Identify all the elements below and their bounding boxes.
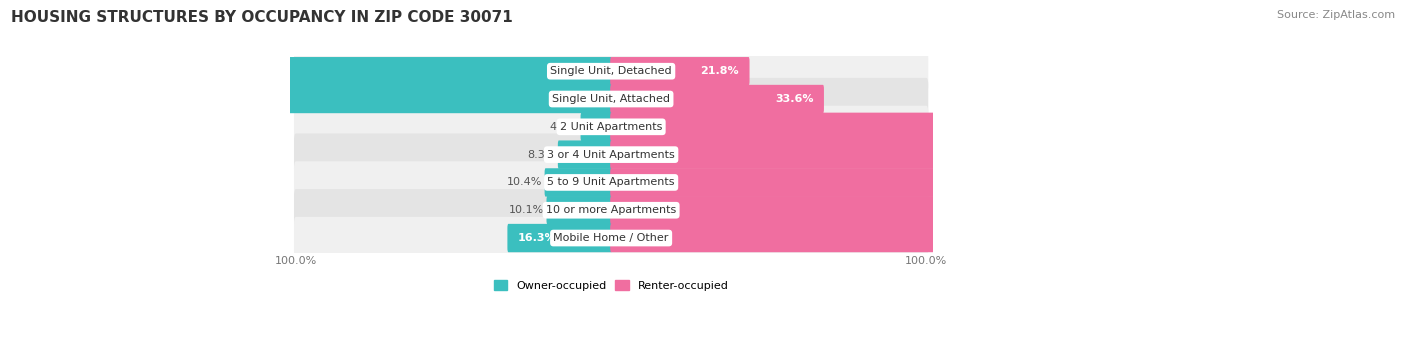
FancyBboxPatch shape bbox=[117, 57, 612, 85]
Text: 10 or more Apartments: 10 or more Apartments bbox=[546, 205, 676, 215]
Text: 4.7%: 4.7% bbox=[550, 122, 578, 132]
Text: Single Unit, Attached: Single Unit, Attached bbox=[553, 94, 671, 104]
Text: 33.6%: 33.6% bbox=[775, 94, 814, 104]
Text: 16.3%: 16.3% bbox=[517, 233, 557, 243]
FancyBboxPatch shape bbox=[294, 78, 928, 120]
FancyBboxPatch shape bbox=[610, 140, 1191, 169]
FancyBboxPatch shape bbox=[294, 133, 928, 176]
Text: Single Unit, Detached: Single Unit, Detached bbox=[550, 66, 672, 76]
Text: 78.2%: 78.2% bbox=[128, 66, 166, 76]
FancyBboxPatch shape bbox=[294, 217, 928, 259]
FancyBboxPatch shape bbox=[610, 196, 1180, 224]
Text: Source: ZipAtlas.com: Source: ZipAtlas.com bbox=[1277, 10, 1395, 20]
Text: 95.4%: 95.4% bbox=[1164, 122, 1204, 132]
FancyBboxPatch shape bbox=[610, 57, 749, 85]
FancyBboxPatch shape bbox=[544, 168, 612, 197]
FancyBboxPatch shape bbox=[610, 113, 1213, 141]
FancyBboxPatch shape bbox=[610, 224, 1140, 252]
Text: 89.9%: 89.9% bbox=[1129, 205, 1168, 215]
Text: 10.4%: 10.4% bbox=[508, 177, 543, 188]
FancyBboxPatch shape bbox=[294, 106, 928, 148]
FancyBboxPatch shape bbox=[191, 85, 612, 113]
FancyBboxPatch shape bbox=[610, 85, 824, 113]
Text: 5 to 9 Unit Apartments: 5 to 9 Unit Apartments bbox=[547, 177, 675, 188]
FancyBboxPatch shape bbox=[558, 140, 612, 169]
FancyBboxPatch shape bbox=[294, 161, 928, 204]
Text: 8.3%: 8.3% bbox=[527, 150, 555, 160]
Text: 3 or 4 Unit Apartments: 3 or 4 Unit Apartments bbox=[547, 150, 675, 160]
FancyBboxPatch shape bbox=[508, 224, 612, 252]
Text: 91.8%: 91.8% bbox=[1142, 150, 1181, 160]
Text: 89.6%: 89.6% bbox=[1128, 177, 1167, 188]
FancyBboxPatch shape bbox=[547, 196, 612, 224]
FancyBboxPatch shape bbox=[294, 189, 928, 231]
Text: 83.7%: 83.7% bbox=[1091, 233, 1129, 243]
FancyBboxPatch shape bbox=[610, 168, 1177, 197]
FancyBboxPatch shape bbox=[294, 50, 928, 92]
Legend: Owner-occupied, Renter-occupied: Owner-occupied, Renter-occupied bbox=[494, 280, 728, 291]
FancyBboxPatch shape bbox=[581, 113, 612, 141]
Text: 21.8%: 21.8% bbox=[700, 66, 740, 76]
Text: 10.1%: 10.1% bbox=[509, 205, 544, 215]
Text: 2 Unit Apartments: 2 Unit Apartments bbox=[560, 122, 662, 132]
Text: 66.4%: 66.4% bbox=[202, 94, 240, 104]
Text: HOUSING STRUCTURES BY OCCUPANCY IN ZIP CODE 30071: HOUSING STRUCTURES BY OCCUPANCY IN ZIP C… bbox=[11, 10, 513, 25]
Text: Mobile Home / Other: Mobile Home / Other bbox=[554, 233, 669, 243]
